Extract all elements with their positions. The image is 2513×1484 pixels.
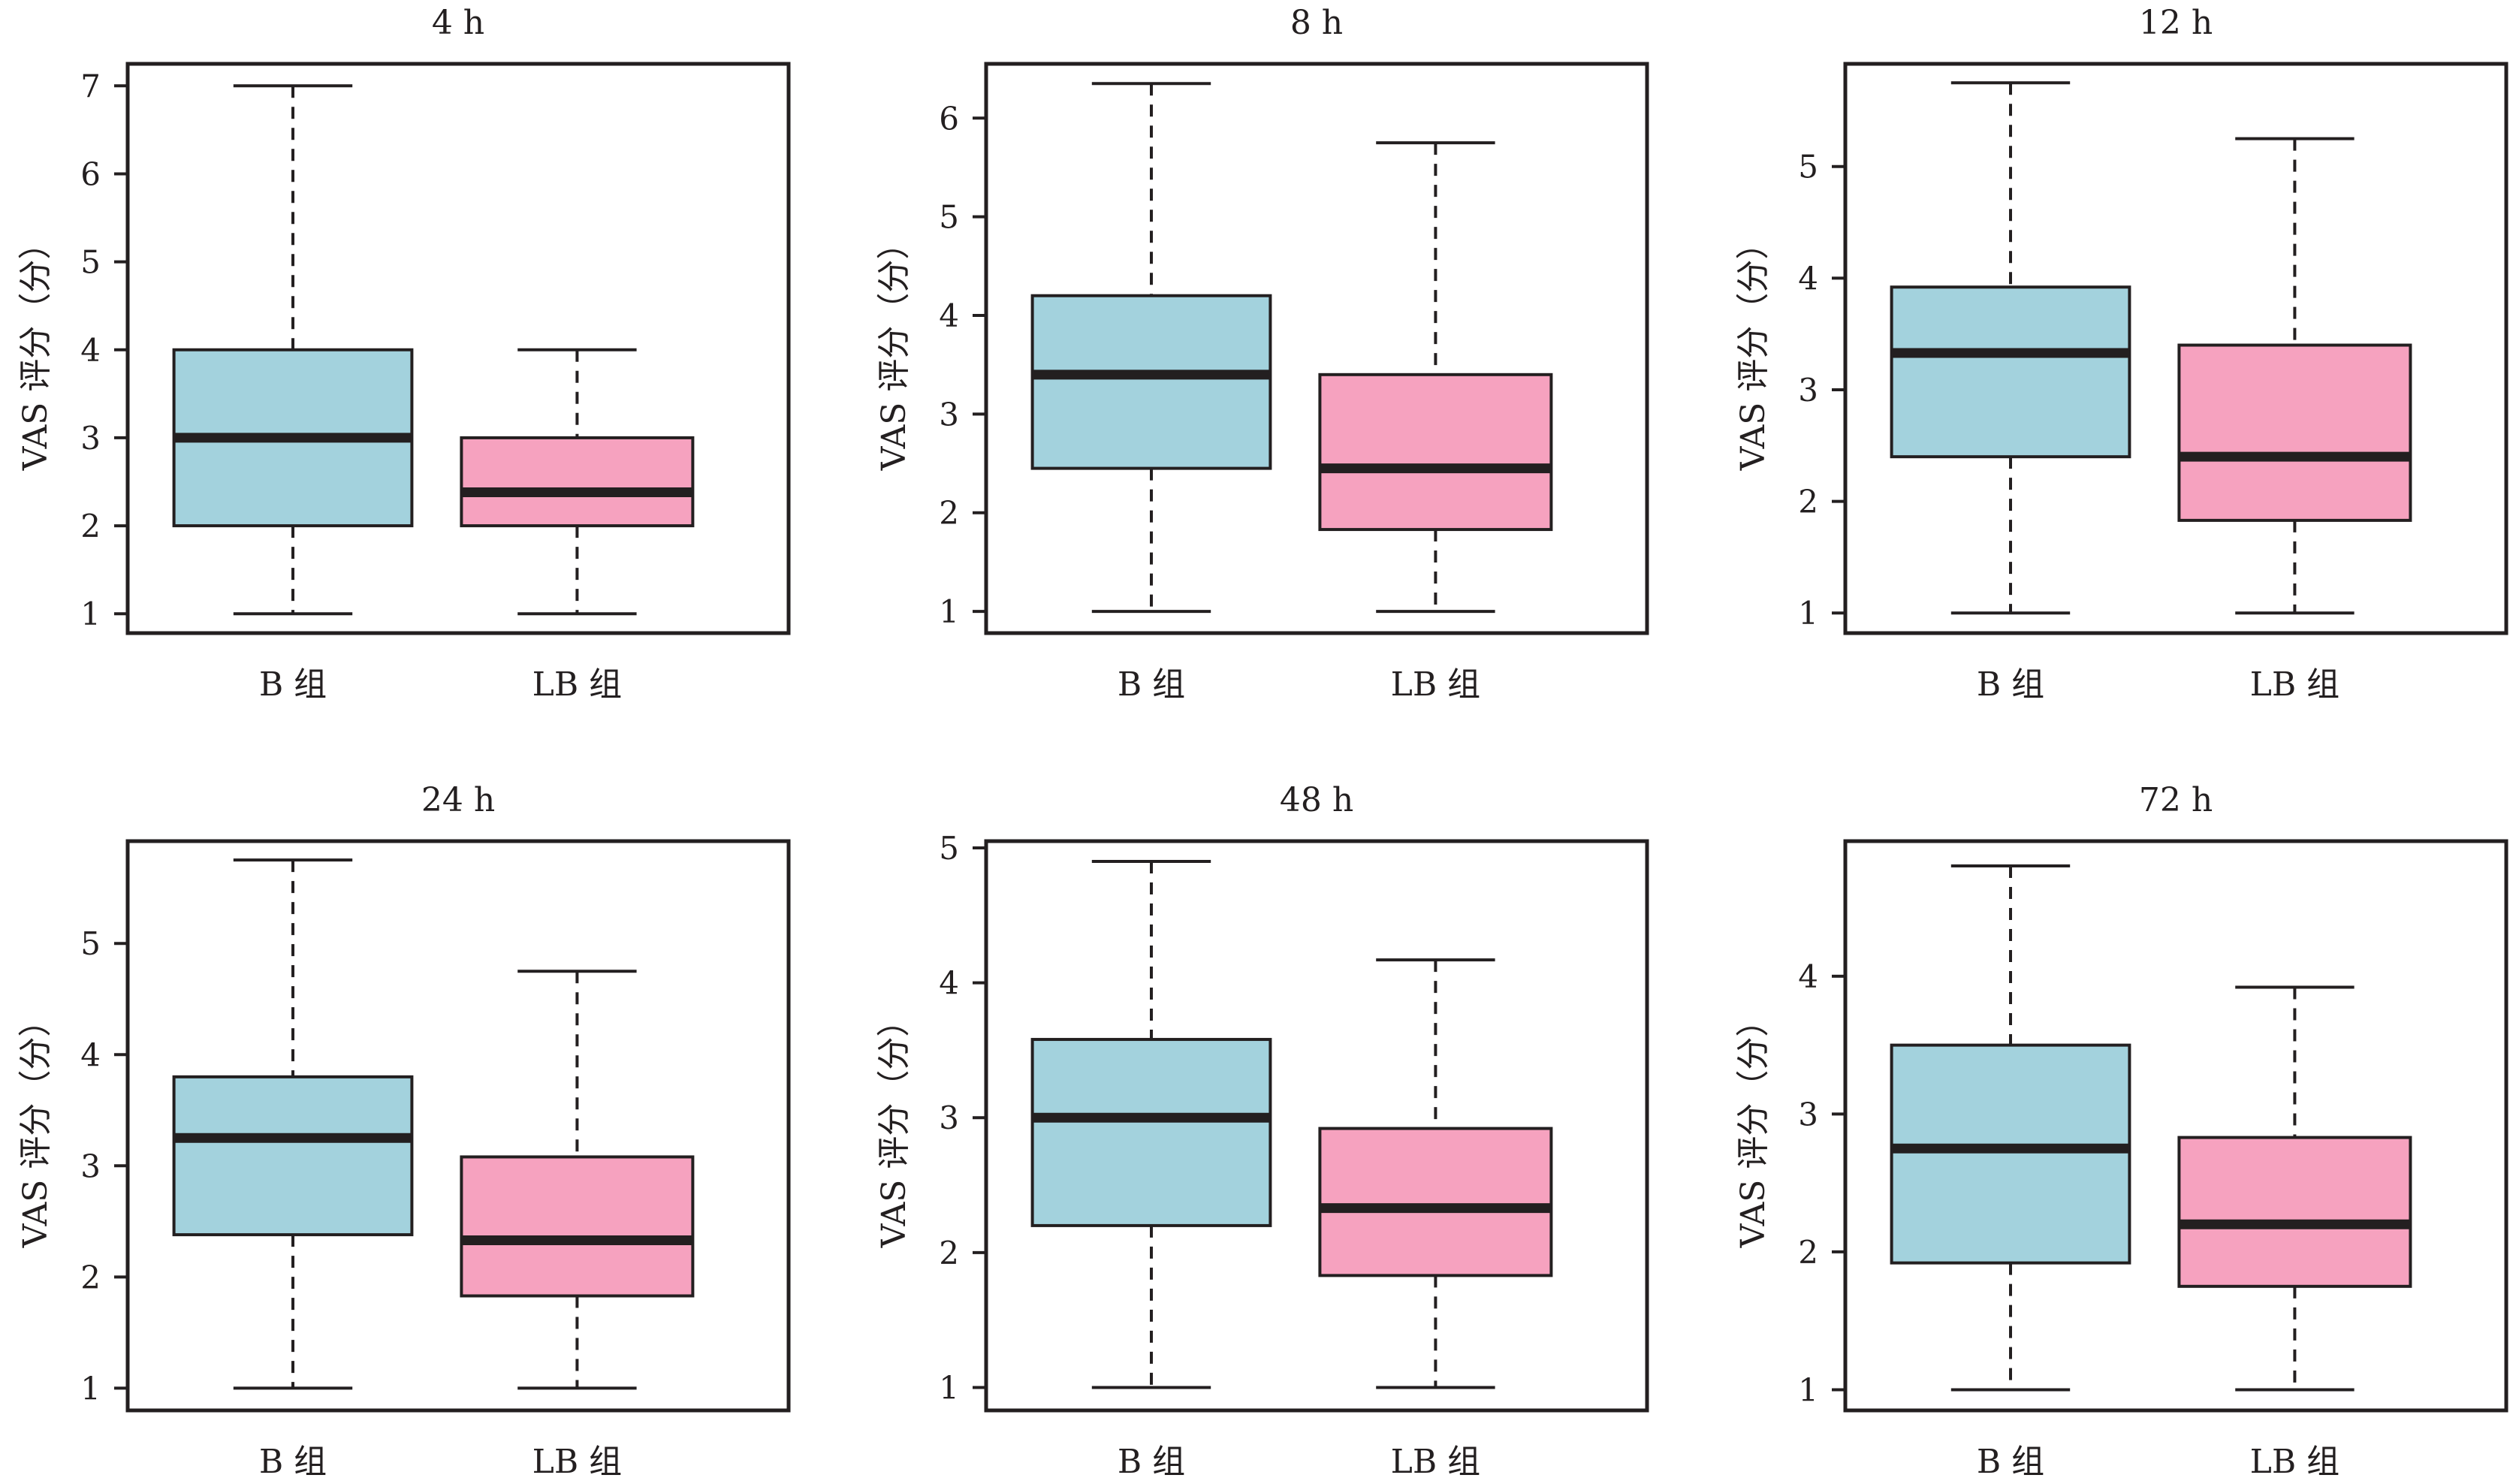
- y-axis-title: VAS 评分（分）: [875, 1004, 913, 1249]
- y-axis-title: VAS 评分（分）: [17, 1004, 55, 1249]
- category-label: B 组: [1977, 665, 2044, 704]
- y-tick-label: 2: [1798, 1234, 1818, 1271]
- y-tick-label: 1: [1798, 1371, 1818, 1408]
- y-tick-label: 1: [80, 1370, 101, 1407]
- panel-title: 4 h: [432, 4, 484, 42]
- category-label: LB 组: [532, 1443, 623, 1481]
- panel-title: 8 h: [1290, 4, 1343, 42]
- box-lb-group: [2177, 985, 2412, 1392]
- interquartile-box: [1318, 373, 1553, 532]
- panel-title: 12 h: [2139, 4, 2213, 42]
- y-tick-label: 5: [80, 244, 101, 281]
- interquartile-box: [172, 1075, 414, 1237]
- box-b-group: [172, 84, 414, 616]
- y-tick-label: 1: [80, 596, 101, 632]
- y-tick-label: 6: [80, 155, 101, 192]
- y-tick-label: 5: [1798, 149, 1818, 186]
- y-tick-label: 2: [80, 1259, 101, 1295]
- box-b-group: [1030, 859, 1272, 1389]
- panel-title: 72 h: [2139, 781, 2213, 819]
- category-label: B 组: [1118, 665, 1185, 704]
- panel-title: 48 h: [1280, 781, 1353, 819]
- box-b-group: [1890, 81, 2131, 615]
- y-tick-label: 2: [939, 495, 959, 532]
- chart-panel-6: 72 h B 组 LB 组 1 2 3 4 VAS 评分（分）: [1734, 781, 2508, 1481]
- chart-panel-5: 48 h B 组 LB 组 1 2 3 4 5 VAS 评分（分）: [875, 781, 1649, 1481]
- interquartile-box: [460, 436, 695, 528]
- category-label: B 组: [1118, 1443, 1185, 1481]
- interquartile-box: [1318, 1127, 1553, 1277]
- y-tick-label: 3: [1798, 1096, 1818, 1133]
- y-tick-label: 3: [1798, 372, 1818, 409]
- plot-frame: [984, 839, 1649, 1413]
- y-tick-label: 4: [939, 297, 959, 334]
- box-lb-group: [1318, 141, 1553, 614]
- y-tick-label: 2: [1798, 484, 1818, 520]
- category-label: B 组: [1977, 1443, 2044, 1481]
- chart-panel-3: 12 h B 组 LB 组 1 2 3 4 5 VAS 评分（分）: [1734, 4, 2508, 704]
- interquartile-box: [2177, 1136, 2412, 1288]
- category-label: LB 组: [2250, 1443, 2340, 1481]
- y-axis-title: VAS 评分（分）: [1734, 227, 1772, 472]
- chart-panel-2: 8 h B 组 LB 组 1 2 3 4 5 6 VAS 评分（分）: [875, 4, 1649, 704]
- y-tick-label: 1: [1798, 595, 1818, 632]
- interquartile-box: [1890, 285, 2131, 459]
- interquartile-box: [1030, 1038, 1272, 1227]
- category-label: B 组: [259, 665, 327, 704]
- y-tick-label: 4: [1798, 958, 1818, 995]
- plot-frame: [1843, 839, 2508, 1413]
- interquartile-box: [1030, 294, 1272, 470]
- box-b-group: [1030, 82, 1272, 614]
- y-tick-label: 3: [80, 420, 101, 457]
- category-label: LB 组: [532, 665, 623, 704]
- y-tick-label: 5: [80, 925, 101, 962]
- y-tick-label: 5: [939, 199, 959, 236]
- y-tick-label: 1: [939, 1369, 959, 1406]
- y-axis-title: VAS 评分（分）: [1734, 1004, 1772, 1249]
- box-b-group: [172, 858, 414, 1390]
- box-lb-group: [460, 970, 695, 1390]
- category-label: LB 组: [1391, 665, 1481, 704]
- panel-title: 24 h: [421, 781, 495, 819]
- y-tick-label: 5: [939, 830, 959, 867]
- interquartile-box: [460, 1155, 695, 1298]
- y-tick-label: 4: [1798, 260, 1818, 297]
- y-tick-label: 6: [939, 100, 959, 137]
- category-label: LB 组: [2250, 665, 2340, 704]
- box-lb-group: [2177, 137, 2412, 615]
- y-tick-label: 4: [939, 965, 959, 1002]
- y-tick-label: 4: [80, 332, 101, 369]
- y-axis-title: VAS 评分（分）: [17, 227, 55, 472]
- interquartile-box: [1890, 1043, 2131, 1265]
- y-tick-label: 4: [80, 1036, 101, 1073]
- box-lb-group: [460, 348, 695, 616]
- y-tick-label: 3: [939, 396, 959, 433]
- y-tick-label: 3: [80, 1148, 101, 1184]
- category-label: B 组: [259, 1443, 327, 1481]
- y-tick-label: 1: [939, 593, 959, 630]
- y-tick-label: 7: [80, 68, 101, 104]
- box-lb-group: [1318, 958, 1553, 1389]
- plot-frame: [1843, 62, 2508, 635]
- plot-frame: [125, 839, 791, 1413]
- y-tick-label: 3: [939, 1099, 959, 1136]
- plot-frame: [984, 62, 1649, 635]
- chart-panel-4: 24 h B 组 LB 组 1 2 3 4 5 VAS 评分（分）: [17, 781, 791, 1481]
- category-label: LB 组: [1391, 1443, 1481, 1481]
- y-axis-title: VAS 评分（分）: [875, 227, 913, 472]
- interquartile-box: [2177, 343, 2412, 522]
- y-tick-label: 2: [80, 508, 101, 544]
- box-b-group: [1890, 864, 2131, 1392]
- chart-panel-1: 4 h B 组 LB 组 1 2 3 4 5 6 7 VAS 评分（分）: [17, 4, 791, 704]
- y-tick-label: 2: [939, 1235, 959, 1271]
